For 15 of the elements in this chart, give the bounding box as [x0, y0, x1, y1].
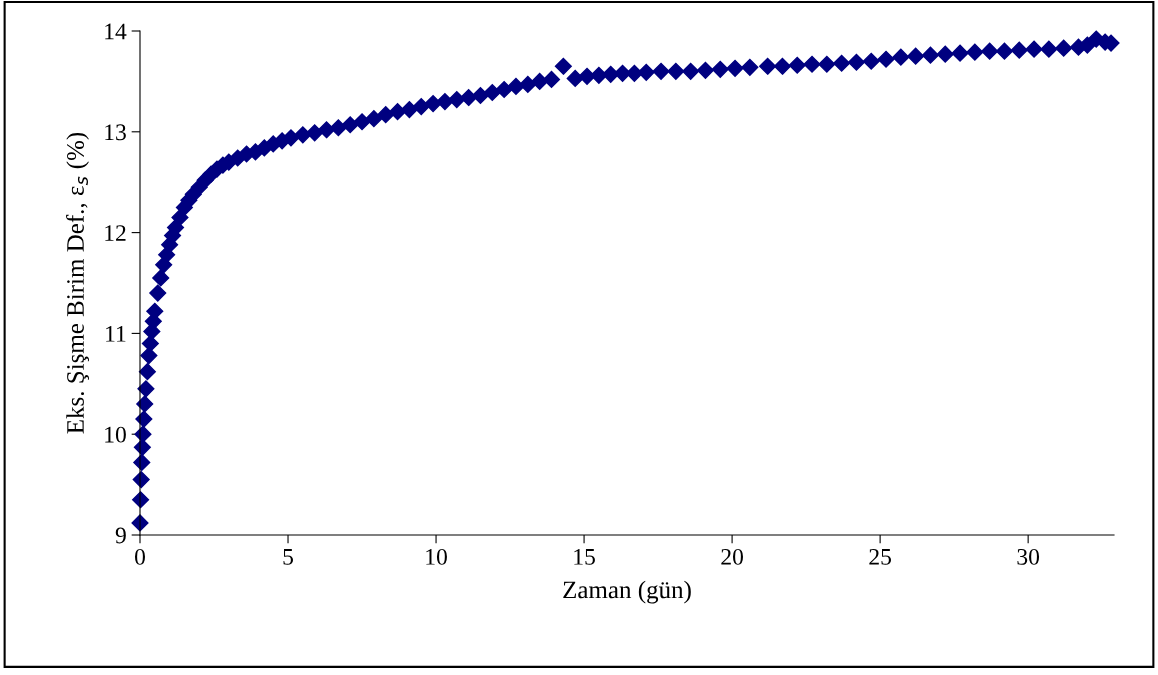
- x-tick-label: 10: [426, 548, 447, 565]
- y-tick-label: 14: [105, 23, 127, 40]
- x-tick-label: 25: [869, 548, 891, 565]
- y-tick-label: 11: [106, 326, 126, 342]
- x-tick-label: 20: [721, 548, 743, 565]
- y-tick-label: 10: [105, 426, 126, 443]
- x-tick-label: 5: [283, 549, 293, 565]
- y-axis-title: Eks. Şişme Birim Def., ε$_{s}$ (%): [66, 132, 89, 434]
- x-tick-label: 15: [574, 548, 595, 565]
- y-tick-label: 12: [105, 225, 126, 241]
- x-axis-title: Zaman (gün): [563, 580, 691, 604]
- y-tick-label: 13: [105, 124, 126, 141]
- x-tick-label: 30: [1017, 548, 1040, 565]
- y-tick-label: 9: [115, 527, 126, 544]
- x-tick-label: 0: [135, 548, 145, 565]
